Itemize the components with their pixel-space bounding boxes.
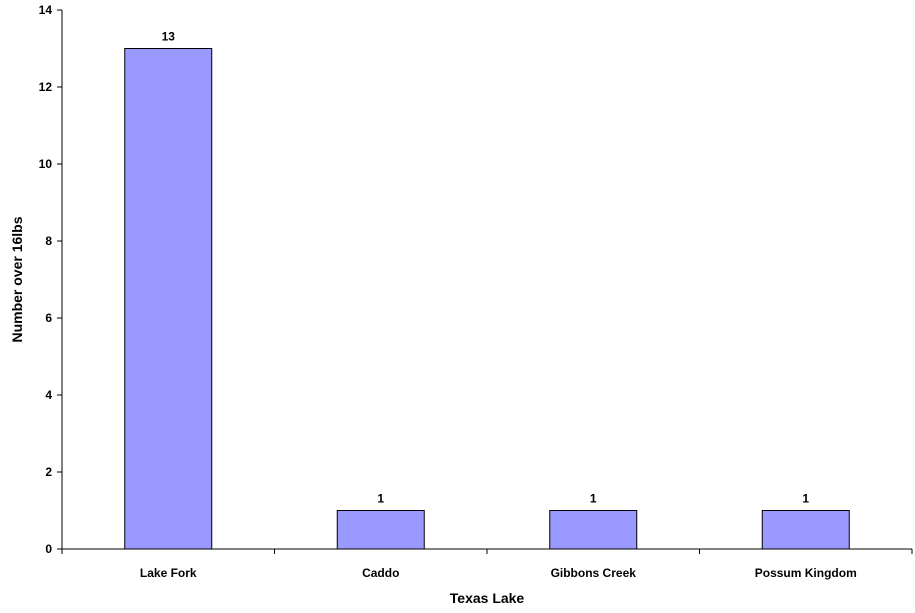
bars-group bbox=[124, 48, 850, 550]
y-tick-label: 10 bbox=[39, 157, 53, 171]
x-axis: Lake Fork Caddo Gibbons Creek Possum Kingdo… bbox=[61, 548, 913, 580]
data-labels-group: 13 1 1 1 bbox=[162, 30, 810, 506]
y-tick-label: 2 bbox=[45, 465, 52, 479]
data-label: 13 bbox=[162, 30, 176, 44]
x-tick-label: Gibbons Creek bbox=[551, 566, 637, 580]
data-label: 1 bbox=[377, 492, 384, 506]
y-tick-label: 14 bbox=[39, 3, 53, 17]
y-tick-label: 6 bbox=[45, 311, 52, 325]
y-tick-label: 0 bbox=[45, 542, 52, 556]
x-tick-label: Lake Fork bbox=[140, 566, 197, 580]
bar-gibbons-creek bbox=[549, 510, 638, 550]
y-axis: 0 2 4 6 8 10 12 14 bbox=[39, 3, 63, 556]
y-tick-label: 8 bbox=[45, 234, 52, 248]
x-tick-label: Caddo bbox=[362, 566, 399, 580]
y-tick-label: 4 bbox=[45, 388, 52, 402]
bar-possum-kingdom bbox=[761, 510, 850, 550]
bar-lake-fork bbox=[124, 48, 213, 550]
bar-caddo bbox=[336, 510, 425, 550]
y-tick-label: 12 bbox=[39, 80, 53, 94]
x-tick-label: Possum Kingdom bbox=[755, 566, 857, 580]
data-label: 1 bbox=[802, 492, 809, 506]
x-axis-title: Texas Lake bbox=[450, 590, 525, 606]
y-axis-title: Number over 16lbs bbox=[9, 216, 25, 342]
data-label: 1 bbox=[590, 492, 597, 506]
